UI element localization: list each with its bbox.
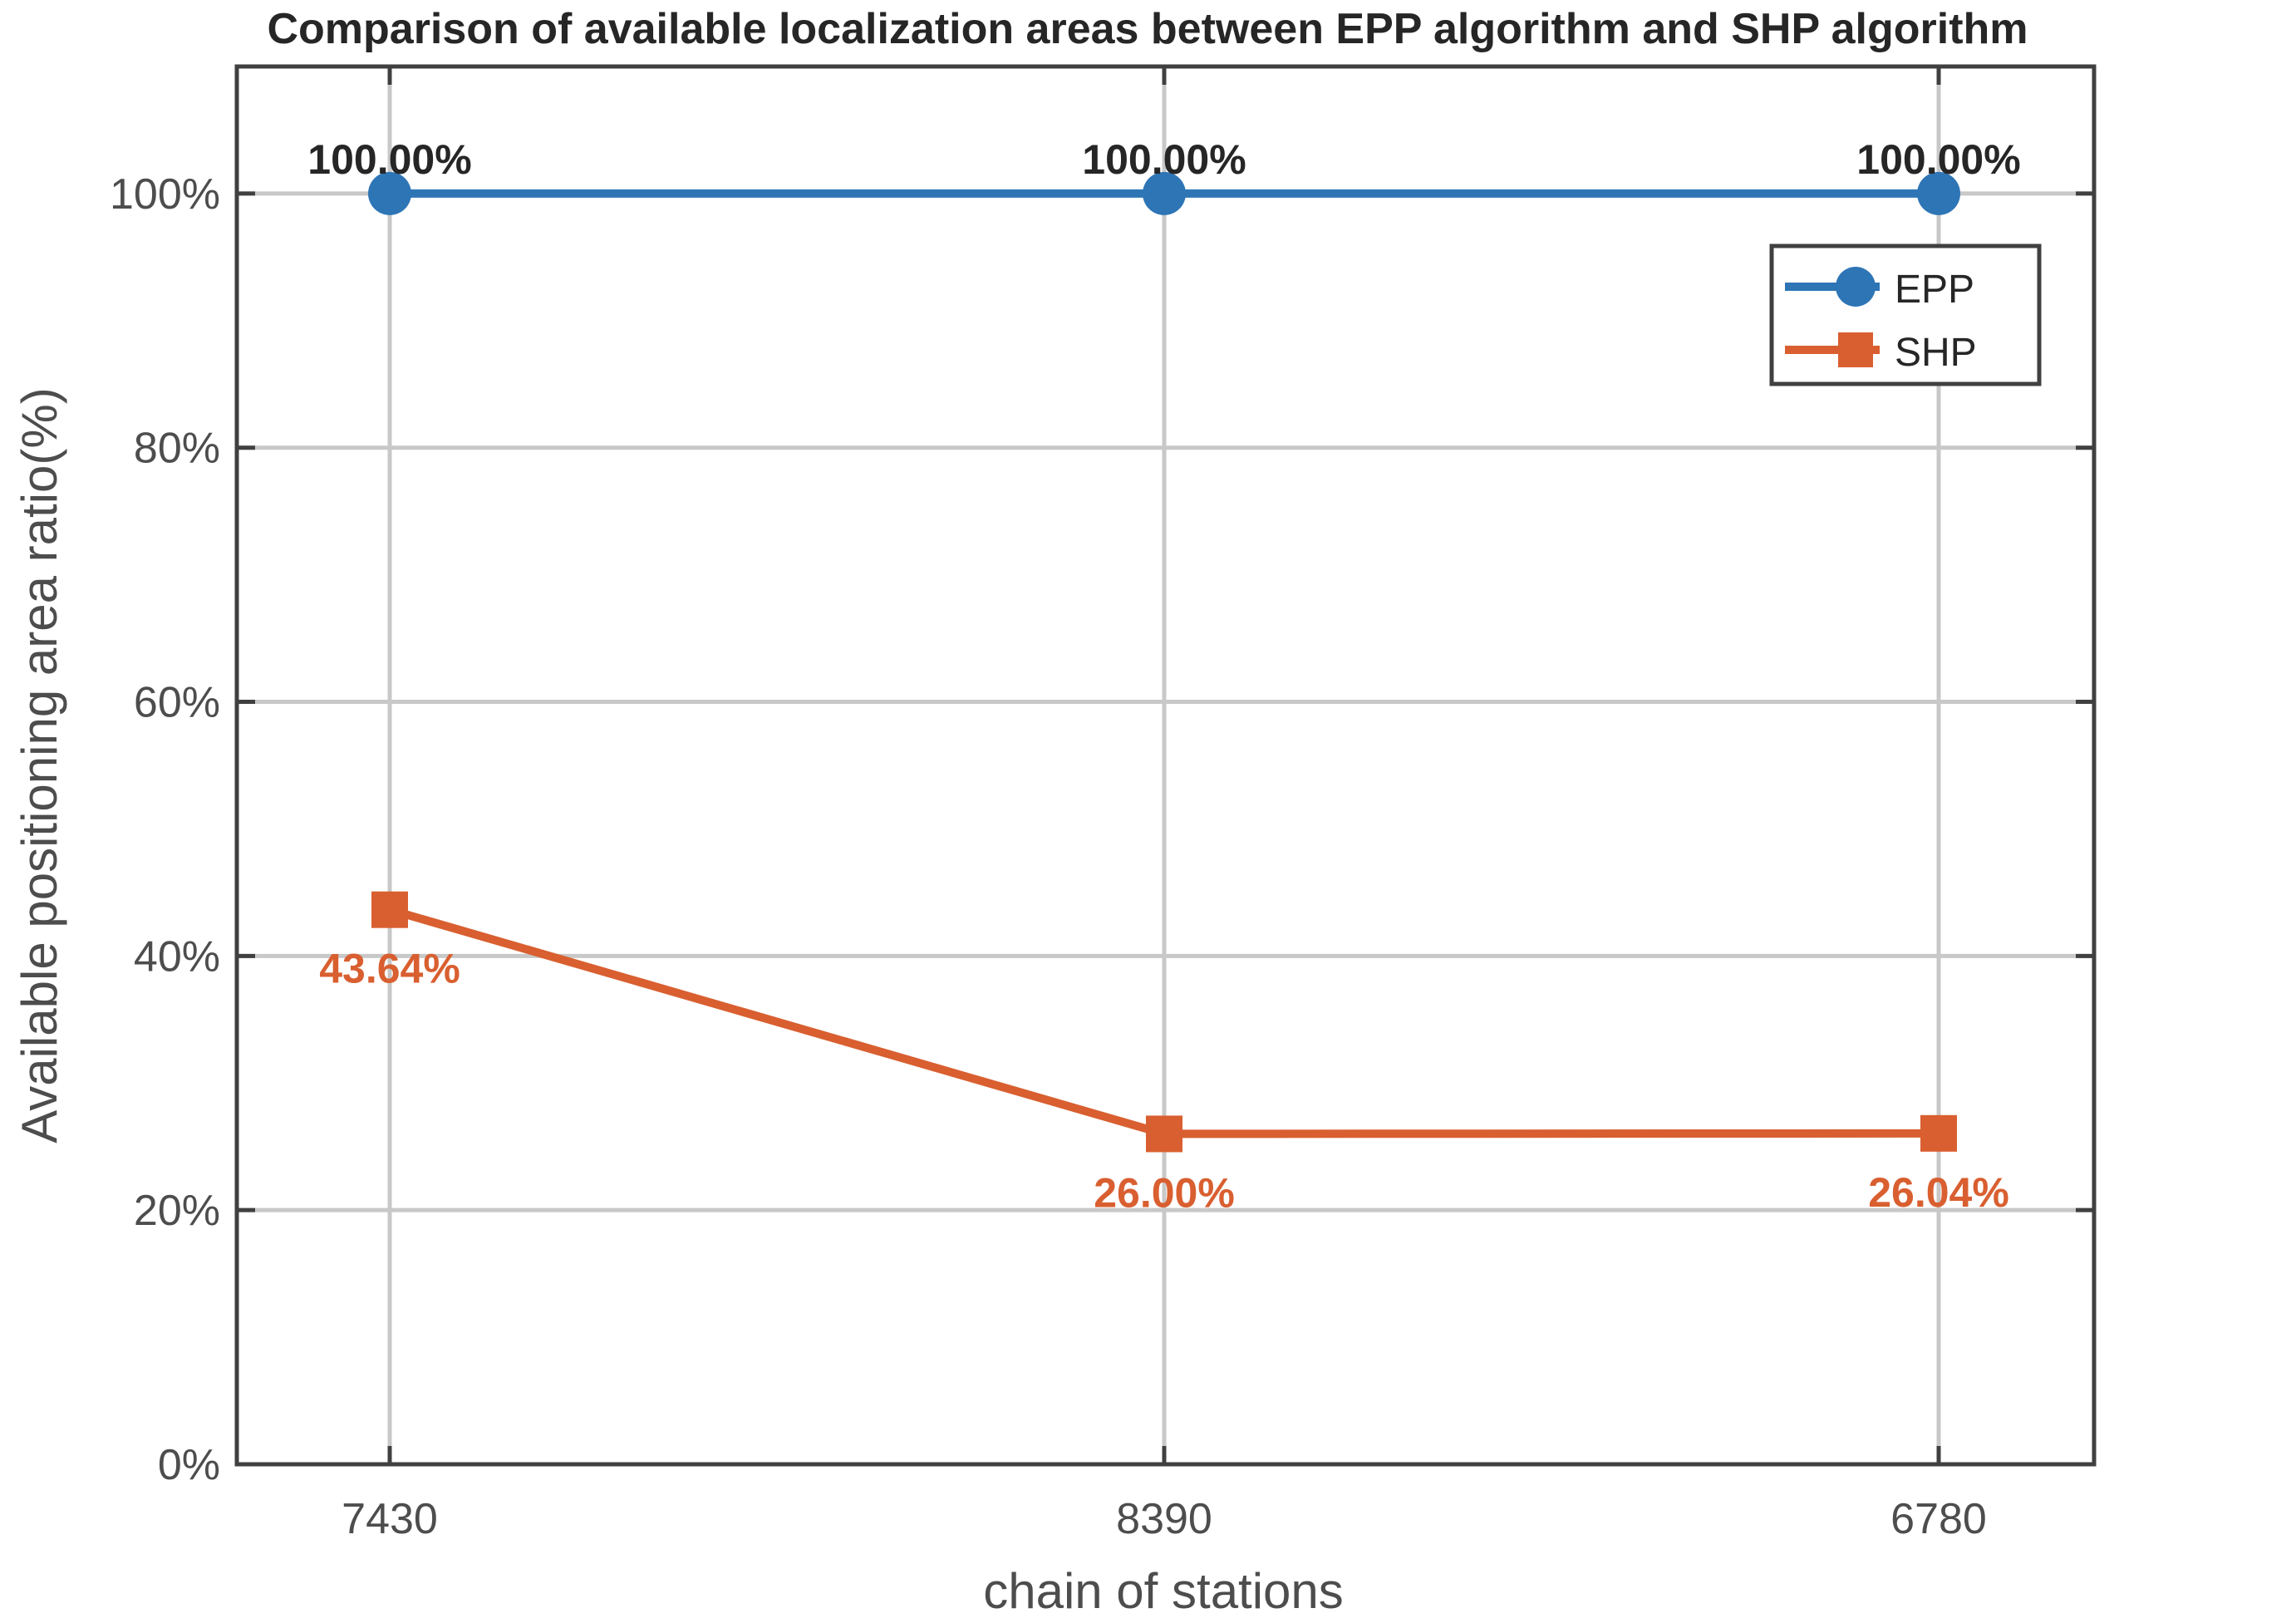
x-tick-label: 8390 <box>1116 1495 1212 1543</box>
y-tick-label: 100% <box>110 170 220 219</box>
y-tick-label: 60% <box>134 679 220 727</box>
data-label-shp: 26.04% <box>1868 1169 2009 1216</box>
x-tick-label: 7430 <box>342 1495 438 1543</box>
series: 100.00% 100.00% 100.00% 43.64% 26.00% 26.04% <box>307 136 2020 1217</box>
y-axis-label: Available positioning area ratio(%) <box>12 387 67 1143</box>
legend[interactable]: EPP SHP <box>1769 243 2042 386</box>
data-point-shp[interactable] <box>1920 1114 1957 1152</box>
y-axis-ticks: 0% 20% 40% 60% 80% 100% <box>110 170 2094 1489</box>
legend-marker-shp <box>1838 332 1873 367</box>
legend-item-shp[interactable]: SHP <box>1785 331 1977 375</box>
data-label-shp: 43.64% <box>319 946 460 992</box>
data-point-shp[interactable] <box>371 891 408 928</box>
legend-marker-epp <box>1836 267 1876 307</box>
legend-label-epp: EPP <box>1895 268 1974 312</box>
data-label-epp: 100.00% <box>1856 136 2020 183</box>
y-tick-label: 80% <box>134 425 220 473</box>
y-tick-label: 40% <box>134 932 220 981</box>
chart-title: Comparison of available localization are… <box>267 5 2028 53</box>
y-tick-label: 0% <box>158 1441 220 1489</box>
series-epp: 100.00% 100.00% 100.00% <box>307 136 2021 215</box>
y-tick-label: 20% <box>134 1187 220 1235</box>
x-axis-ticks: 7430 8390 6780 <box>342 66 1987 1543</box>
series-shp: 43.64% 26.00% 26.04% <box>319 891 2009 1216</box>
x-tick-label: 6780 <box>1890 1495 1987 1543</box>
data-label-epp: 100.00% <box>307 136 471 183</box>
data-label-epp: 100.00% <box>1082 136 1246 183</box>
data-point-epp[interactable] <box>368 171 411 215</box>
legend-box <box>1769 243 2042 386</box>
x-axis-label: chain of stations <box>983 1563 1344 1619</box>
legend-item-epp[interactable]: EPP <box>1785 267 1974 312</box>
data-point-shp[interactable] <box>1146 1115 1182 1153</box>
data-point-epp[interactable] <box>1917 171 1960 215</box>
legend-label-shp: SHP <box>1895 331 1977 375</box>
data-label-shp: 26.00% <box>1094 1169 1235 1216</box>
data-point-epp[interactable] <box>1143 171 1186 215</box>
